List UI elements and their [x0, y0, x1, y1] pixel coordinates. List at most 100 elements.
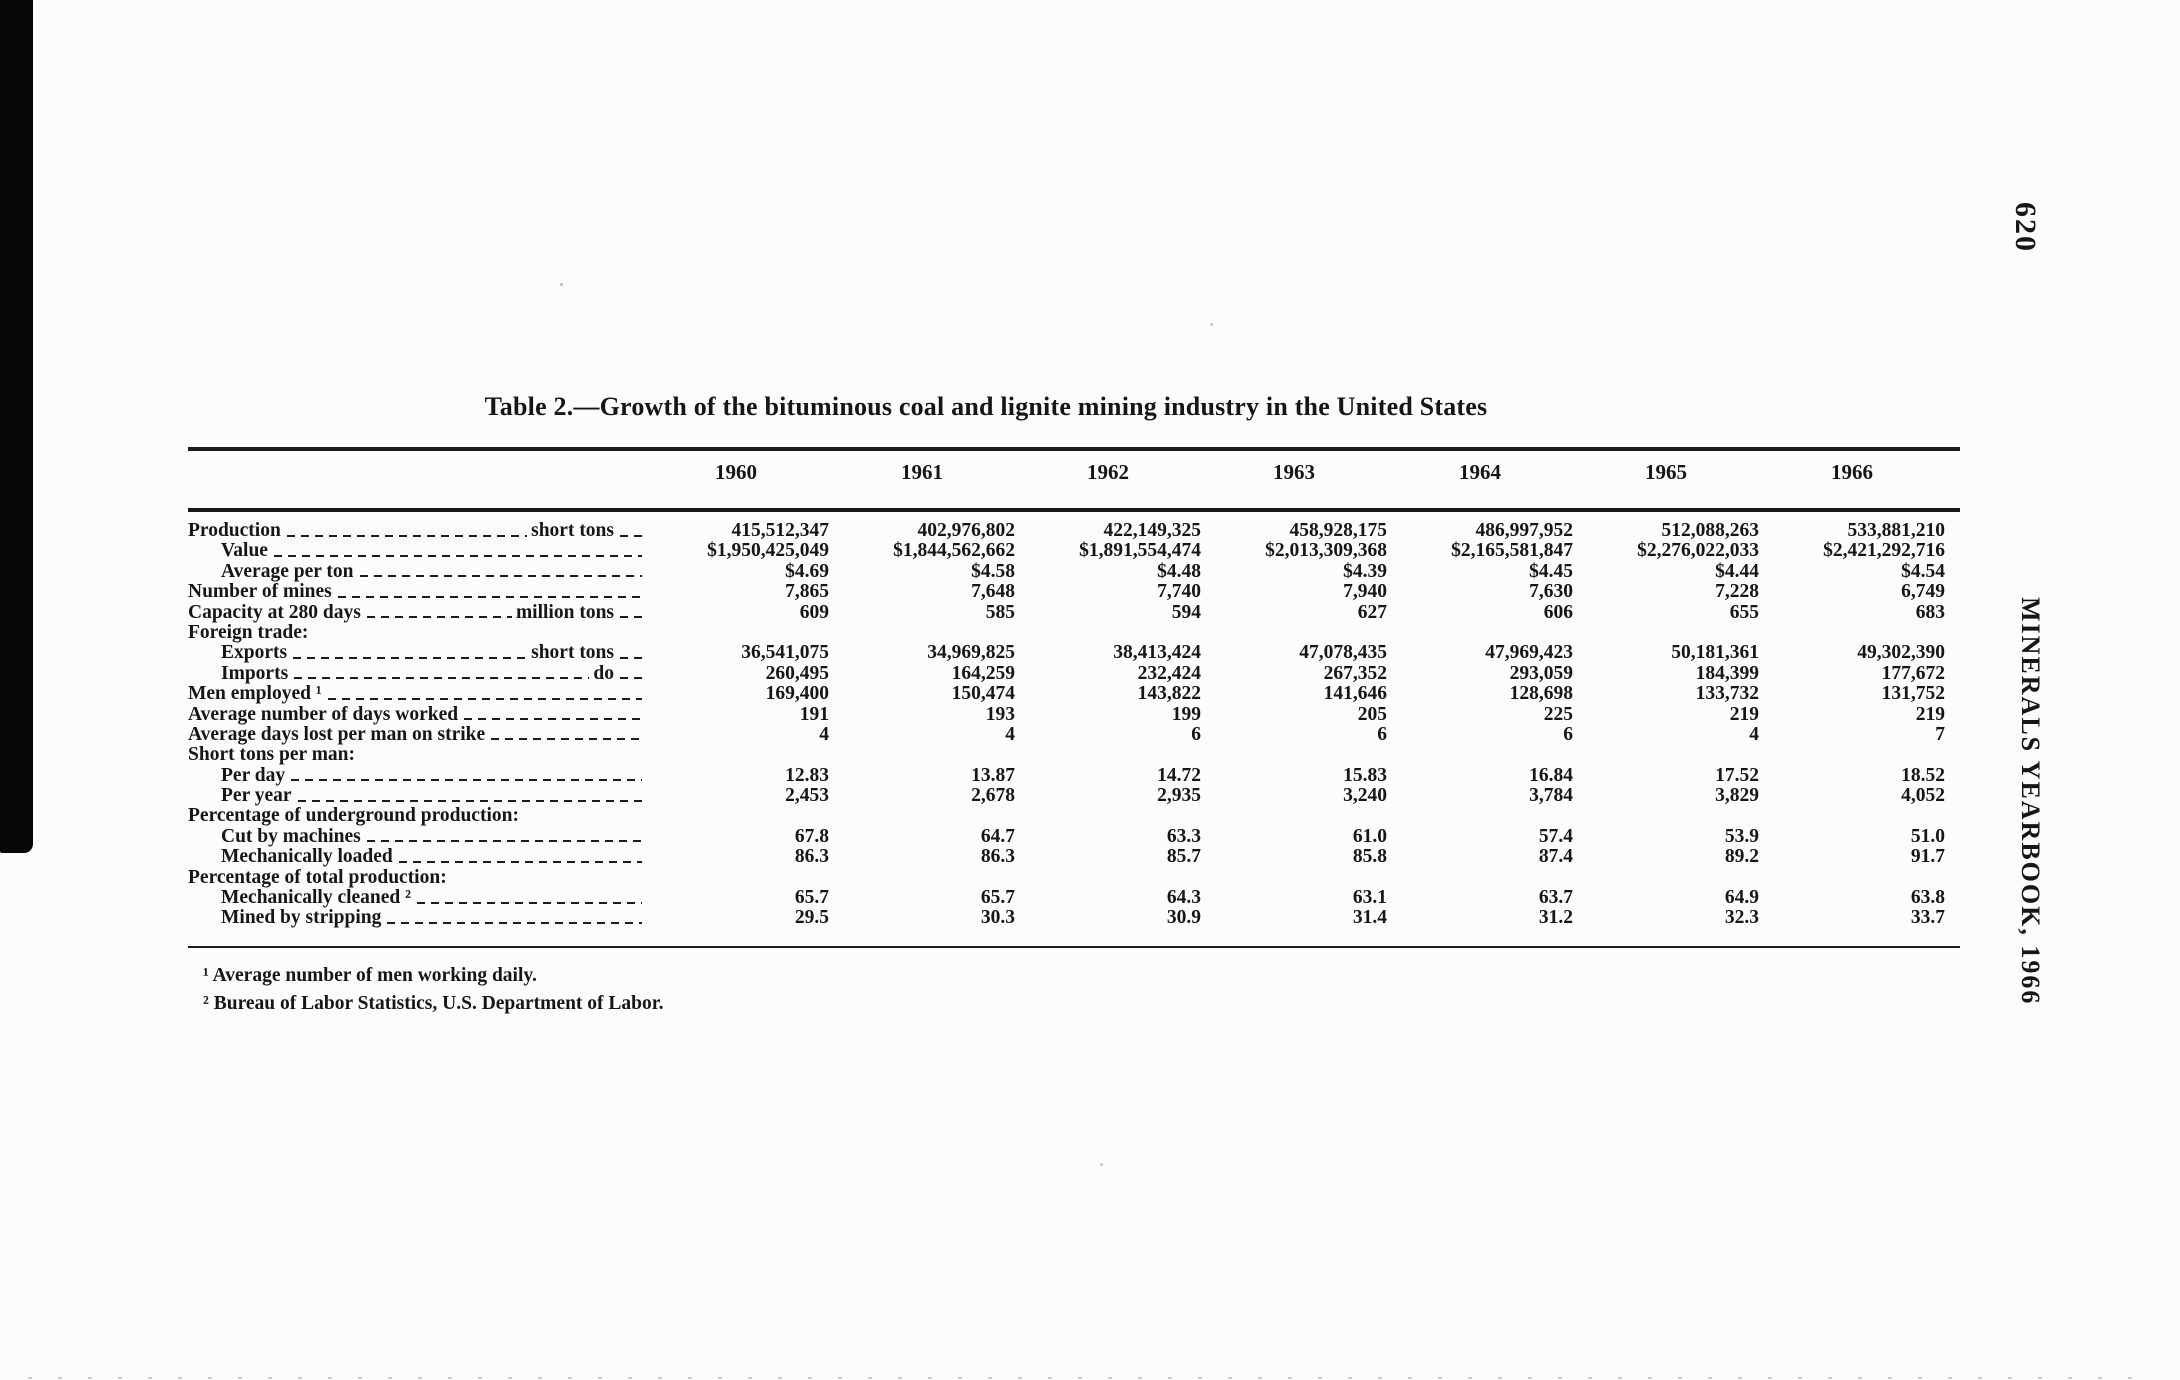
cell-value: 512,088,263 — [1661, 520, 1760, 541]
cell-value: 53.9 — [1724, 825, 1759, 847]
cell-value: $4.44 — [1715, 560, 1759, 582]
year-header: 1963 — [1273, 460, 1315, 484]
cell-value: 219 — [1729, 703, 1759, 725]
cell-value: 128,698 — [1509, 683, 1573, 705]
cell-value — [1573, 623, 1759, 643]
table-row: Production short tons 415,512,347 402,976,8… — [188, 520, 1960, 542]
cell-value: 89.2 — [1724, 846, 1759, 868]
cell-value: 260,495 — [765, 662, 829, 684]
cell-end-spacer — [1945, 664, 1958, 684]
cell-end-spacer — [1945, 888, 1958, 908]
cell-value: 164,259 — [951, 662, 1015, 684]
cell-value: 141,646 — [1323, 683, 1387, 705]
cell-value — [1759, 745, 1945, 765]
cell-value: 415,512,347 — [731, 520, 830, 541]
cell-value: 402,976,802 — [917, 520, 1016, 541]
row-label-cell: Mechanically loaded — [188, 846, 643, 868]
table-body: Production short tons 415,512,347 402,976,8… — [188, 520, 1960, 929]
cell-value — [829, 623, 1015, 643]
cell-value: 12.83 — [785, 764, 829, 786]
row-label-cell: Imports do — [188, 663, 643, 685]
cell-value: 4 — [1749, 723, 1759, 745]
cell-value: 131,752 — [1881, 683, 1945, 705]
cell-value: 33.7 — [1910, 907, 1945, 929]
table-row: Per year 2,453 2,678 2,935 3,240 3,784 3,829 4,… — [188, 785, 1960, 807]
cell-value: 150,474 — [951, 683, 1015, 705]
cell-value — [643, 806, 829, 826]
row-label-cell: Average per ton — [188, 561, 643, 583]
scan-gutter-bar — [0, 0, 33, 853]
cell-value: $4.69 — [785, 560, 829, 582]
cell-end-spacer — [1945, 827, 1958, 847]
row-label: Percentage of underground production: — [188, 805, 519, 827]
cell-value: 64.9 — [1724, 887, 1759, 909]
cell-value: 67.8 — [794, 825, 829, 847]
leader-dots — [294, 786, 643, 807]
cell-value: 177,672 — [1881, 662, 1945, 684]
cell-value: 422,149,325 — [1103, 520, 1202, 541]
table-row: Imports do 260,495 164,259 232,424 267,352 293… — [188, 662, 1960, 685]
row-label: Production — [188, 520, 281, 541]
cell-value: 627 — [1357, 601, 1387, 623]
year-header-end — [1945, 460, 1958, 485]
cell-value — [1387, 745, 1573, 765]
cell-end-spacer — [1945, 725, 1958, 745]
cell-value: 7,228 — [1715, 581, 1759, 603]
row-label-cell: Foreign trade: — [188, 622, 643, 643]
row-label-cell: Production short tons — [188, 520, 643, 542]
table-row: Short tons per man: — [188, 744, 1960, 765]
cell-value: $2,276,022,033 — [1637, 540, 1759, 562]
cell-value: $2,421,292,716 — [1823, 540, 1945, 562]
row-label: Mechanically cleaned ² — [221, 887, 411, 909]
cell-value — [1387, 868, 1573, 888]
cell-value: 85.7 — [1166, 846, 1201, 868]
cell-end-spacer — [1945, 684, 1958, 704]
year-header: 1962 — [1087, 460, 1129, 484]
cell-end-spacer — [1945, 847, 1958, 867]
cell-value: 63.1 — [1352, 887, 1387, 909]
cell-value: 16.84 — [1529, 764, 1573, 786]
cell-value: 683 — [1915, 601, 1945, 623]
cell-value: 63.7 — [1538, 887, 1573, 909]
year-header: 1966 — [1831, 460, 1873, 484]
cell-value: 15.83 — [1343, 764, 1387, 786]
leader-dots — [324, 684, 643, 705]
cell-value: 205 — [1357, 703, 1387, 725]
cell-value: 6 — [1377, 723, 1387, 745]
cell-value: 57.4 — [1538, 825, 1573, 847]
row-label: Capacity at 280 days — [188, 601, 361, 623]
leader-dots — [617, 602, 643, 623]
cell-end-spacer — [1945, 908, 1958, 928]
cell-value: 609 — [799, 601, 829, 623]
cell-end-spacer — [1945, 745, 1958, 765]
cell-end-spacer — [1945, 562, 1958, 582]
cell-value: 65.7 — [980, 887, 1015, 909]
cell-value — [1759, 868, 1945, 888]
cell-value: 7,865 — [785, 581, 829, 603]
cell-value: 184,399 — [1695, 662, 1759, 684]
cell-value: 4,052 — [1901, 785, 1945, 807]
cell-value: 594 — [1171, 601, 1201, 623]
cell-value: 38,413,424 — [1113, 642, 1201, 664]
cell-value — [1015, 745, 1201, 765]
cell-value: 133,732 — [1695, 683, 1759, 705]
rule-under-header — [188, 508, 1960, 512]
page-number: 620 — [2009, 202, 2042, 253]
row-label-cell: Men employed ¹ — [188, 683, 643, 705]
cell-end-spacer — [1945, 541, 1958, 561]
table-row: Mined by stripping 29.5 30.3 30.9 31.4 31.2 32… — [188, 907, 1960, 929]
cell-value: 2,453 — [785, 785, 829, 807]
year-header-spacer — [188, 460, 643, 485]
running-head: MINERALS YEARBOOK, 1966 — [2016, 597, 2045, 1006]
leader-dots — [334, 582, 643, 603]
row-label: Per year — [221, 785, 292, 807]
leader-dots — [291, 663, 591, 685]
cell-value: 86.3 — [980, 846, 1015, 868]
cell-value: 655 — [1729, 601, 1759, 623]
year-header: 1961 — [901, 460, 943, 484]
cell-value: 87.4 — [1538, 846, 1573, 868]
cell-value: 533,881,210 — [1847, 520, 1946, 541]
table-row: Capacity at 280 days million tons 609 585 59… — [188, 601, 1960, 623]
cell-value: 61.0 — [1352, 825, 1387, 847]
